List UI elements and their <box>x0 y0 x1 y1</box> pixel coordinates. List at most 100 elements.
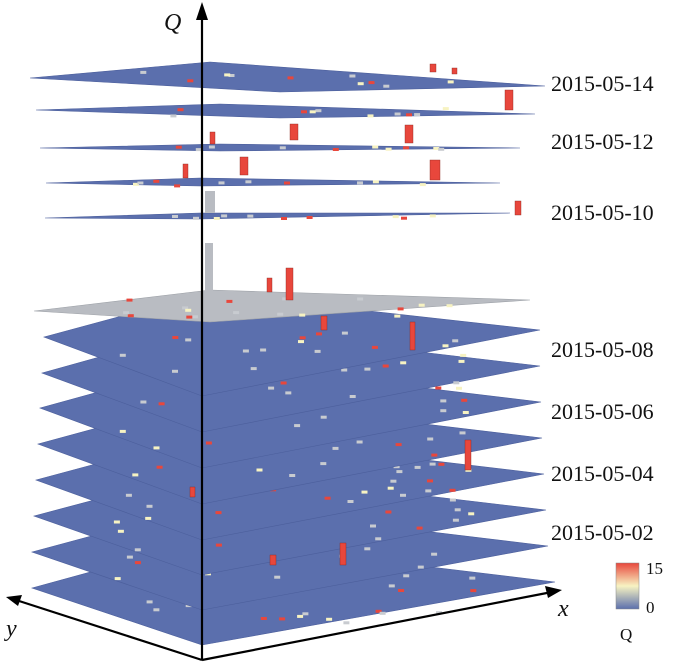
cell-2015-05-04 <box>387 486 394 490</box>
q-axis-arrow <box>196 2 208 20</box>
cell-2015-05-09 <box>126 298 133 302</box>
cell-2015-05-13 <box>367 114 374 118</box>
cell-2015-05-07 <box>461 398 468 402</box>
cell-2015-05-05 <box>429 462 436 466</box>
cell-2015-05-03 <box>416 526 423 530</box>
q-axis-label: Q <box>164 10 181 36</box>
cell-2015-05-04 <box>215 511 222 515</box>
cell-2015-05-01 <box>326 617 333 621</box>
cell-2015-05-03 <box>370 524 376 528</box>
cell-2015-05-14 <box>368 81 375 85</box>
cell-2015-05-03 <box>113 520 120 524</box>
cell-2015-05-07 <box>349 395 356 398</box>
cell-2015-05-13 <box>177 108 184 112</box>
cell-2015-05-07 <box>435 386 442 390</box>
cell-2015-05-08 <box>371 345 378 349</box>
cell-2015-05-09 <box>226 299 233 303</box>
peak-bar <box>320 315 328 331</box>
cell-2015-05-08 <box>316 332 322 336</box>
cell-2015-05-10 <box>247 214 254 218</box>
cell-2015-05-05 <box>396 470 403 474</box>
cell-2015-05-10 <box>429 214 436 218</box>
cell-2015-05-01 <box>379 611 386 615</box>
cell-2015-05-07 <box>364 367 371 371</box>
cell-2015-05-14 <box>383 84 390 88</box>
cell-2015-05-05 <box>438 462 445 466</box>
cell-2015-05-01 <box>260 617 267 620</box>
layer-2015-05-11 <box>45 177 501 187</box>
cell-2015-05-08 <box>298 340 304 344</box>
cell-2015-05-09 <box>186 315 193 319</box>
cell-2015-05-05 <box>427 479 433 483</box>
cell-2015-05-03 <box>449 498 456 502</box>
cell-2015-05-05 <box>320 462 327 466</box>
peak-bar <box>285 267 294 301</box>
cell-2015-05-06 <box>119 429 126 433</box>
date-label-2015-05-12: 2015-05-12 <box>551 129 654 154</box>
peak-bar <box>429 63 437 73</box>
x-axis-label: x <box>557 596 569 622</box>
cell-2015-05-11 <box>218 181 225 185</box>
cell-2015-05-03 <box>468 512 475 516</box>
cell-2015-05-13 <box>442 107 449 111</box>
cell-2015-05-04 <box>125 493 132 497</box>
peak-bar <box>205 191 215 213</box>
cell-2015-05-14 <box>228 74 235 77</box>
cell-2015-05-14 <box>447 80 454 84</box>
cell-2015-05-09 <box>299 313 306 317</box>
cell-2015-05-09 <box>182 306 189 310</box>
cell-2015-05-05 <box>289 474 296 477</box>
cell-2015-05-13 <box>301 110 307 114</box>
cell-2015-05-12 <box>208 145 215 149</box>
cell-2015-05-11 <box>174 184 181 188</box>
cell-2015-05-01 <box>279 617 286 621</box>
cell-2015-05-12 <box>385 147 392 151</box>
cell-2015-05-08 <box>172 336 179 339</box>
cell-2015-05-01 <box>302 612 309 616</box>
peak-bar <box>451 67 458 75</box>
peak-bar <box>464 439 472 471</box>
cell-2015-05-02 <box>388 584 395 588</box>
cell-2015-05-08 <box>458 359 465 363</box>
peak-bar <box>289 123 299 141</box>
cell-2015-05-12 <box>279 146 286 150</box>
cell-2015-05-01 <box>343 621 350 625</box>
cell-2015-05-01 <box>375 609 382 613</box>
colorbar: 15 0 Q <box>615 559 663 644</box>
cell-2015-05-03 <box>431 552 438 556</box>
cell-2015-05-06 <box>462 411 469 414</box>
cell-2015-05-07 <box>140 400 147 404</box>
cell-2015-05-06 <box>320 415 327 419</box>
cell-2015-05-02 <box>274 575 281 579</box>
peak-bar <box>504 89 514 111</box>
cell-2015-05-07 <box>268 386 275 390</box>
peak-bar <box>339 542 347 566</box>
cell-2015-05-10 <box>392 215 399 219</box>
cell-2015-05-04 <box>390 479 397 483</box>
cell-2015-05-04 <box>400 493 406 497</box>
date-label-2015-05-02: 2015-05-02 <box>551 520 654 545</box>
cell-2015-05-08 <box>185 338 192 342</box>
cell-2015-05-12 <box>433 147 440 150</box>
cell-2015-05-03 <box>454 508 461 512</box>
cell-2015-05-04 <box>425 489 432 493</box>
cell-2015-05-14 <box>287 76 294 80</box>
cell-2015-05-06 <box>395 443 402 447</box>
peak-bar <box>429 159 441 181</box>
cell-2015-05-14 <box>357 82 364 86</box>
cell-2015-05-13 <box>315 109 322 113</box>
peak-bar <box>404 124 414 144</box>
layer-stack <box>29 61 556 646</box>
cell-2015-05-10 <box>213 217 220 220</box>
colorbar-gradient <box>615 562 640 610</box>
cell-2015-05-11 <box>357 181 363 185</box>
cell-2015-05-08 <box>382 364 389 368</box>
cell-2015-05-10 <box>281 217 287 220</box>
cell-2015-05-12 <box>438 147 445 151</box>
cell-2015-05-04 <box>347 500 354 503</box>
cell-2015-05-13 <box>394 112 401 116</box>
cell-2015-05-04 <box>361 490 368 494</box>
cell-2015-05-09 <box>185 308 192 312</box>
cell-2015-05-14 <box>349 74 356 78</box>
cell-2015-05-05 <box>465 468 472 472</box>
